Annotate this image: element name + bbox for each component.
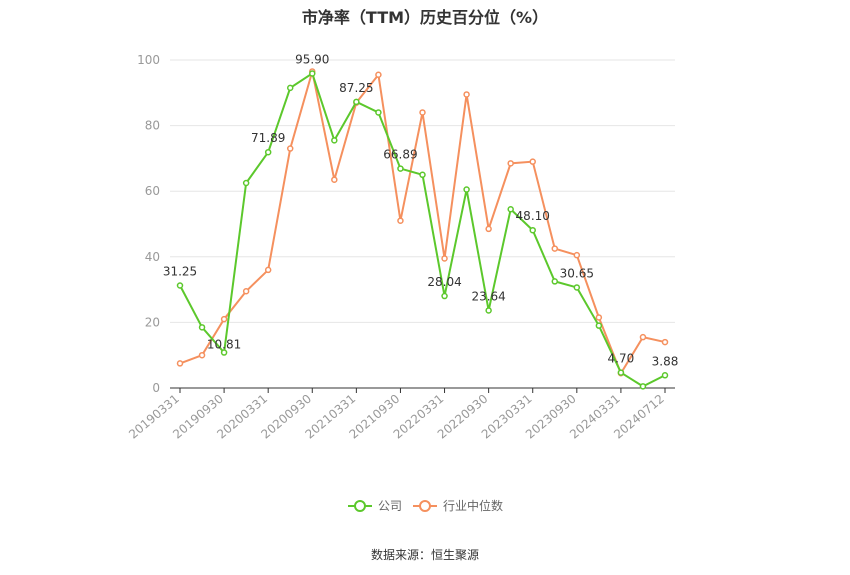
x-axis: 2019033120190930202003312020093020210331… bbox=[126, 387, 675, 442]
data-point[interactable] bbox=[375, 71, 382, 79]
y-tick-label: 20 bbox=[145, 315, 160, 329]
data-point[interactable] bbox=[529, 158, 536, 165]
data-point[interactable] bbox=[220, 315, 228, 323]
data-point[interactable] bbox=[331, 137, 338, 144]
y-axis: 0 20 40 60 80 100 bbox=[137, 53, 160, 395]
data-label: 4.70 bbox=[608, 352, 635, 366]
data-labels: 31.25 10.81 71.89 95.90 87.25 66.89 28.04 23.64… bbox=[163, 52, 679, 368]
data-point[interactable] bbox=[176, 360, 184, 367]
data-point[interactable] bbox=[220, 349, 228, 356]
data-point[interactable] bbox=[617, 369, 625, 376]
data-source: 数据来源：恒生聚源 bbox=[370, 548, 479, 562]
data-point[interactable] bbox=[463, 186, 470, 193]
y-tick-label: 40 bbox=[145, 250, 160, 264]
data-point[interactable] bbox=[507, 160, 514, 167]
data-point[interactable] bbox=[419, 171, 426, 179]
series-line-industry bbox=[179, 71, 666, 376]
data-label: 87.25 bbox=[339, 81, 373, 95]
y-tick-label: 0 bbox=[152, 381, 160, 395]
data-point[interactable] bbox=[529, 226, 536, 234]
data-point[interactable] bbox=[639, 333, 647, 341]
data-point[interactable] bbox=[375, 109, 382, 116]
data-point[interactable] bbox=[485, 307, 492, 314]
grid-lines bbox=[170, 59, 675, 323]
data-label: 31.25 bbox=[163, 265, 197, 279]
data-point[interactable] bbox=[331, 176, 338, 183]
data-label: 95.90 bbox=[295, 52, 329, 66]
series-lines bbox=[176, 68, 669, 390]
data-label: 10.81 bbox=[207, 338, 241, 352]
data-point[interactable] bbox=[309, 70, 316, 77]
data-label: 48.10 bbox=[516, 209, 550, 223]
data-point[interactable] bbox=[573, 284, 581, 291]
data-point[interactable] bbox=[551, 278, 559, 285]
data-label: 28.04 bbox=[427, 275, 461, 289]
data-point[interactable] bbox=[639, 383, 647, 390]
legend[interactable]: 公司 行业中位数 bbox=[348, 498, 503, 513]
data-point[interactable] bbox=[397, 165, 404, 172]
chart-title: 市净率（TTM）历史百分位（%） bbox=[301, 8, 549, 27]
data-point[interactable] bbox=[441, 255, 448, 262]
data-label: 23.64 bbox=[471, 289, 505, 303]
y-tick-label: 60 bbox=[145, 184, 160, 198]
legend-label-company: 公司 bbox=[378, 499, 402, 513]
data-point[interactable] bbox=[419, 109, 426, 116]
data-point[interactable] bbox=[198, 324, 206, 331]
data-point[interactable] bbox=[463, 91, 470, 98]
legend-item-industry[interactable]: 行业中位数 bbox=[413, 498, 503, 513]
data-point[interactable] bbox=[353, 98, 360, 106]
data-point[interactable] bbox=[286, 84, 294, 92]
y-tick-label: 80 bbox=[145, 119, 160, 133]
data-point[interactable] bbox=[595, 314, 603, 321]
data-point[interactable] bbox=[551, 245, 559, 252]
data-label: 71.89 bbox=[251, 131, 285, 145]
data-point[interactable] bbox=[264, 266, 272, 274]
data-point[interactable] bbox=[661, 372, 669, 379]
legend-item-company[interactable]: 公司 bbox=[348, 499, 402, 513]
data-point[interactable] bbox=[507, 205, 514, 213]
data-point[interactable] bbox=[661, 338, 669, 346]
data-point[interactable] bbox=[286, 145, 294, 152]
data-point[interactable] bbox=[397, 217, 404, 224]
data-label: 30.65 bbox=[560, 266, 594, 280]
data-point[interactable] bbox=[573, 251, 581, 259]
data-point[interactable] bbox=[176, 282, 184, 289]
series-line-company bbox=[179, 71, 666, 388]
legend-label-industry: 行业中位数 bbox=[443, 498, 503, 513]
data-point[interactable] bbox=[595, 322, 603, 329]
data-point[interactable] bbox=[198, 351, 206, 359]
data-label: 3.88 bbox=[652, 354, 679, 368]
data-point[interactable] bbox=[485, 225, 492, 233]
data-point[interactable] bbox=[242, 287, 250, 295]
data-label: 66.89 bbox=[383, 148, 417, 162]
data-point[interactable] bbox=[441, 292, 448, 300]
data-point[interactable] bbox=[264, 148, 272, 156]
y-tick-label: 100 bbox=[137, 53, 160, 67]
data-point[interactable] bbox=[242, 179, 250, 187]
